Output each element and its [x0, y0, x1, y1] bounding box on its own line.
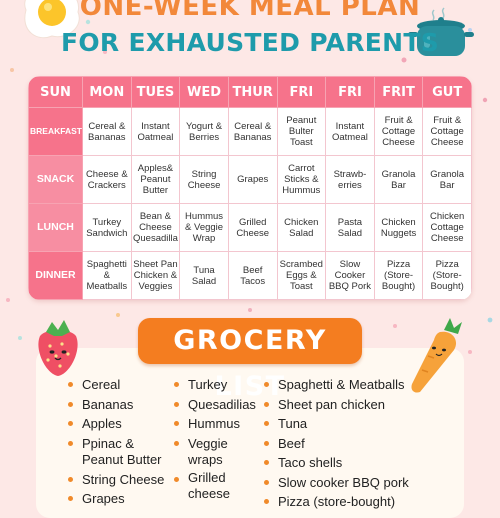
list-item: Taco shells — [264, 453, 444, 473]
list-item: Tuna — [264, 414, 444, 434]
meal-plan-table: SUN MON TUES WED THUR FRI FRI FRIT GUT B… — [28, 76, 472, 300]
page-title-line2: FOR EXHAUSTED PARENTS — [60, 28, 440, 57]
meal-cell: Instant Oatmeal — [325, 107, 375, 156]
meal-row-dinner: DINNER Spaghetti & Meatballs Sheet Pan C… — [28, 251, 472, 300]
day-header: THUR — [227, 76, 278, 108]
meal-cell: Carrot Sticks & Hummus — [276, 155, 327, 204]
row-label-snack: SNACK — [28, 155, 83, 204]
meal-cell: Strawb-erries — [325, 155, 375, 204]
grocery-column-2: Turkey Quesadilias Hummus Veggie wraps G… — [174, 375, 264, 502]
list-item: Ppinac & Peanut Butter — [68, 434, 178, 470]
list-item: Bananas — [68, 395, 178, 415]
day-header: TUES — [130, 76, 181, 108]
list-item: Slow cooker BBQ pork — [264, 473, 444, 493]
day-header: WED — [179, 76, 229, 108]
meal-cell: Pizza (Store-Bought) — [373, 251, 424, 300]
meal-cell: Tuna Salad — [179, 251, 229, 300]
meal-cell: Pizza (Store-Bought) — [422, 251, 472, 300]
grocery-column-3: Spaghetti & Meatballs Sheet pan chicken … — [264, 375, 444, 512]
list-item: Quesadilias — [174, 395, 264, 415]
day-header-row: SUN MON TUES WED THUR FRI FRI FRIT GUT — [28, 76, 472, 108]
page-title-line1: ONE-WEEK MEAL PLAN — [79, 0, 421, 22]
meal-cell: Cheese & Crackers — [82, 155, 132, 204]
list-item: Turkey — [174, 375, 264, 395]
meal-cell: Granola Bar — [422, 155, 472, 204]
meal-cell: Peanut Bulter Toast — [276, 107, 327, 156]
list-item: Cereal — [68, 375, 178, 395]
meal-cell: Fruit & Cottage Cheese — [422, 107, 472, 156]
meal-row-lunch: LUNCH Turkey Sandwich Bean & Cheese Ques… — [28, 203, 472, 252]
fried-egg-icon — [24, 0, 80, 39]
meal-plan-grid: SUN MON TUES WED THUR FRI FRI FRIT GUT B… — [28, 76, 472, 300]
row-label-dinner: DINNER — [28, 251, 83, 300]
carrot-icon — [411, 318, 462, 393]
day-header: FRI — [325, 76, 375, 108]
day-header: SUN — [28, 76, 83, 108]
day-header: FRI — [276, 76, 327, 108]
list-item: String Cheese — [68, 470, 178, 490]
meal-cell: Beef Tacos — [227, 251, 278, 300]
list-item: Grilled cheese — [174, 470, 264, 502]
meal-cell: Chicken Cottage Cheese — [422, 203, 472, 252]
row-label-lunch: LUNCH — [28, 203, 83, 252]
grocery-list-title: GROCERY LIST — [138, 318, 362, 402]
meal-cell: Chicken Nuggets — [373, 203, 424, 252]
meal-cell: Granola Bar — [373, 155, 424, 204]
list-item: Hummus — [174, 414, 264, 434]
meal-cell: Cereal & Bananas — [227, 107, 278, 156]
meal-cell: Spaghetti & Meatballs — [82, 251, 132, 300]
list-item: Veggie wraps — [174, 434, 264, 470]
strawberry-icon — [38, 320, 78, 376]
list-item: Sheet pan chicken — [264, 395, 444, 415]
meal-cell: Pasta Salad — [325, 203, 375, 252]
list-item: Grapes — [68, 489, 178, 509]
list-item: Apples — [68, 414, 178, 434]
meal-cell: Instant Oatmeal — [130, 107, 181, 156]
cooking-pot-icon — [408, 7, 474, 56]
meal-cell: Bean & Cheese Quesadilla — [130, 203, 181, 252]
meal-cell: Grapes — [227, 155, 278, 204]
meal-cell: Apples& Peanut Butter — [130, 155, 181, 204]
meal-cell: Scrambed Eggs & Toast — [276, 251, 327, 300]
list-item: Beef — [264, 434, 444, 454]
meal-cell: Sheet Pan Chicken & Veggies — [130, 251, 181, 300]
grocery-column-1: Cereal Bananas Apples Ppinac & Peanut Bu… — [68, 375, 178, 509]
list-item: Spaghetti & Meatballs — [264, 375, 444, 395]
confetti-background — [6, 19, 493, 354]
meal-cell: Grilled Cheese — [227, 203, 278, 252]
meal-cell: Yogurt & Berries — [179, 107, 229, 156]
list-item: Pizza (store-bought) — [264, 492, 444, 512]
meal-cell: Chicken Salad — [276, 203, 327, 252]
row-label-breakfast: BREAKFAST — [28, 107, 83, 156]
grocery-list-card — [36, 348, 464, 518]
meal-row-breakfast: BREAKFAST Cereal & Bananas Instant Oatme… — [28, 107, 472, 156]
meal-cell: String Cheese — [179, 155, 229, 204]
meal-cell: Fruit & Cottage Cheese — [373, 107, 424, 156]
meal-cell: Hummus & Veggie Wrap — [179, 203, 229, 252]
meal-cell: Slow Cooker BBQ Pork — [325, 251, 375, 300]
meal-cell: Turkey Sandwich — [82, 203, 132, 252]
day-header: FRIT — [373, 76, 424, 108]
meal-row-snack: SNACK Cheese & Crackers Apples& Peanut B… — [28, 155, 472, 204]
day-header: GUT — [422, 76, 472, 108]
day-header: MON — [82, 76, 132, 108]
meal-cell: Cereal & Bananas — [82, 107, 132, 156]
